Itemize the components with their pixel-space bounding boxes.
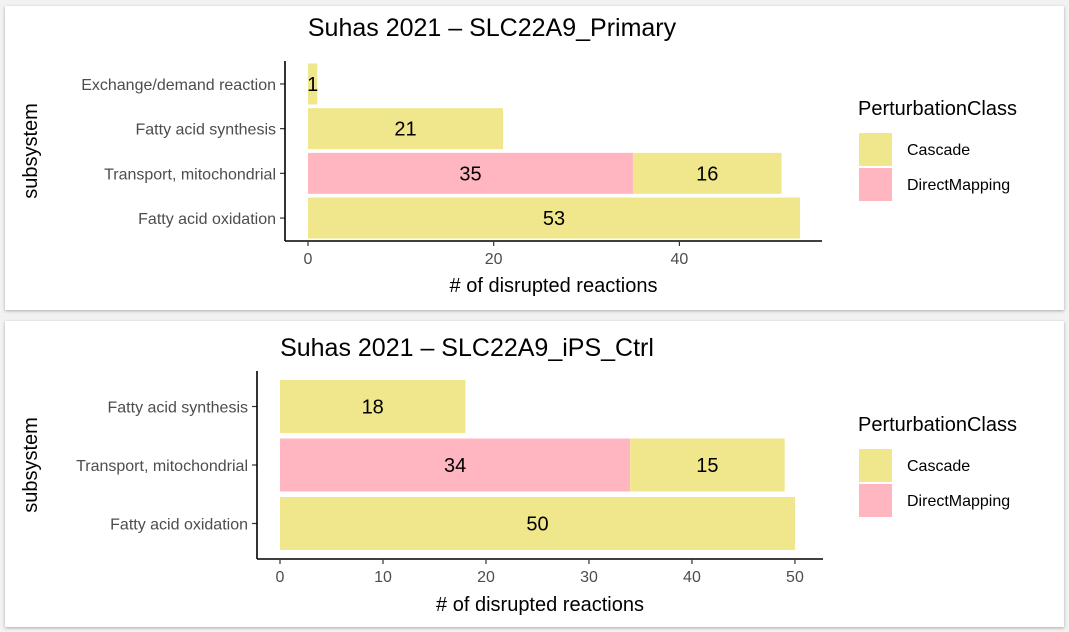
x-tick-label: 10 — [374, 569, 392, 586]
bar-group-fatty-acid-synthesis: 18 — [280, 380, 466, 433]
bar-cascade-fatty-acid-synthesis — [308, 108, 503, 150]
bar-group-exchange-demand-reaction: 1 — [307, 63, 318, 105]
chart-title: Suhas 2021 – SLC22A9_iPS_Ctrl — [280, 334, 654, 362]
legend-swatch-cascade — [859, 449, 892, 482]
bar-cascade-fatty-acid-oxidation — [308, 197, 801, 239]
y-tick-label: Transport, mitochondrial — [104, 166, 276, 183]
data-label: 53 — [543, 208, 565, 230]
data-label: 1 — [307, 74, 318, 96]
bar-group-fatty-acid-oxidation: 53 — [308, 197, 801, 239]
chart-title: Suhas 2021 – SLC22A9_Primary — [308, 14, 677, 42]
data-label: 15 — [696, 455, 718, 477]
x-tick-label: 20 — [485, 251, 503, 268]
x-tick-label: 30 — [580, 569, 598, 586]
legend-swatch-cascade — [859, 133, 892, 166]
bar-chart-ips-ctrl: Suhas 2021 – SLC22A9_iPS_Ctrl 18 Fatty aci… — [20, 334, 1017, 616]
x-tick-label: 0 — [304, 251, 313, 268]
bar-chart-primary: Suhas 2021 – SLC22A9_Primary 1 Exchange/de… — [20, 14, 1017, 297]
legend: PerturbationClass Cascade DirectMapping — [858, 98, 1017, 201]
x-tick-label: 50 — [786, 569, 804, 586]
x-axis-title: # of disrupted reactions — [450, 275, 658, 297]
bar-cascade-fatty-acid-oxidation — [280, 497, 795, 550]
data-label: 35 — [459, 163, 481, 185]
data-label: 50 — [526, 514, 548, 536]
legend-label-directmapping: DirectMapping — [907, 493, 1010, 510]
y-tick-label: Fatty acid oxidation — [138, 211, 276, 228]
chart-panel-primary: Suhas 2021 – SLC22A9_Primary 1 Exchange/de… — [5, 6, 1064, 310]
legend-label-directmapping: DirectMapping — [907, 177, 1010, 194]
y-axis-title: subsystem — [20, 103, 42, 199]
y-tick-label: Transport, mitochondrial — [76, 458, 248, 475]
data-label: 16 — [696, 163, 718, 185]
bar-cascade-fatty-acid-synthesis — [280, 380, 466, 433]
y-tick-label: Exchange/demand reaction — [81, 77, 276, 94]
legend-label-cascade: Cascade — [907, 142, 970, 159]
x-tick-label: 0 — [276, 569, 285, 586]
legend-title: PerturbationClass — [858, 414, 1017, 436]
bar-directmapping-transport-mitochondrial — [308, 152, 633, 194]
data-label: 18 — [362, 397, 384, 419]
bar-cascade-transport-mitochondrial — [632, 152, 782, 194]
x-axis-title: # of disrupted reactions — [436, 594, 644, 616]
y-tick-label: Fatty acid oxidation — [110, 517, 248, 534]
chart-panel-ips-ctrl: Suhas 2021 – SLC22A9_iPS_Ctrl 18 Fatty aci… — [5, 321, 1064, 627]
bar-cascade-transport-mitochondrial — [630, 438, 785, 492]
bar-group-transport-mitochondrial: 35 16 — [308, 152, 782, 194]
bar-group-transport-mitochondrial: 34 15 — [280, 438, 785, 492]
bar-group-fatty-acid-oxidation: 50 — [280, 497, 795, 550]
x-tick-label: 40 — [670, 251, 688, 268]
bar-group-fatty-acid-synthesis: 21 — [308, 108, 503, 150]
x-tick-label: 20 — [477, 569, 495, 586]
legend-label-cascade: Cascade — [907, 458, 970, 475]
bar-directmapping-transport-mitochondrial — [280, 438, 631, 492]
y-axis-title: subsystem — [20, 417, 42, 513]
legend-swatch-directmapping — [859, 484, 892, 517]
legend: PerturbationClass Cascade DirectMapping — [858, 414, 1017, 517]
y-tick-label: Fatty acid synthesis — [108, 400, 249, 417]
x-tick-label: 40 — [683, 569, 701, 586]
legend-title: PerturbationClass — [858, 98, 1017, 120]
data-label: 21 — [394, 119, 416, 141]
legend-swatch-directmapping — [859, 168, 892, 201]
bar-cascade-exchange-demand-reaction — [308, 63, 318, 105]
data-label: 34 — [444, 455, 466, 477]
y-tick-label: Fatty acid synthesis — [136, 122, 277, 139]
